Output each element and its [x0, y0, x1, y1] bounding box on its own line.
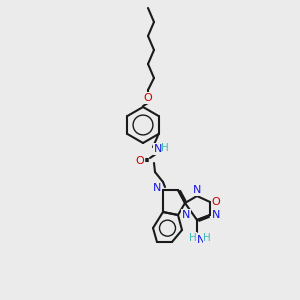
Text: N: N: [197, 235, 205, 245]
Text: H: H: [161, 143, 169, 153]
Text: O: O: [136, 156, 144, 166]
Text: O: O: [144, 93, 152, 103]
Text: H: H: [189, 233, 197, 243]
Text: N: N: [182, 210, 190, 220]
Text: H: H: [203, 233, 211, 243]
Text: N: N: [212, 210, 220, 220]
Text: N: N: [154, 144, 162, 154]
Text: N: N: [153, 183, 161, 193]
Text: N: N: [193, 185, 201, 195]
Text: O: O: [212, 197, 220, 207]
